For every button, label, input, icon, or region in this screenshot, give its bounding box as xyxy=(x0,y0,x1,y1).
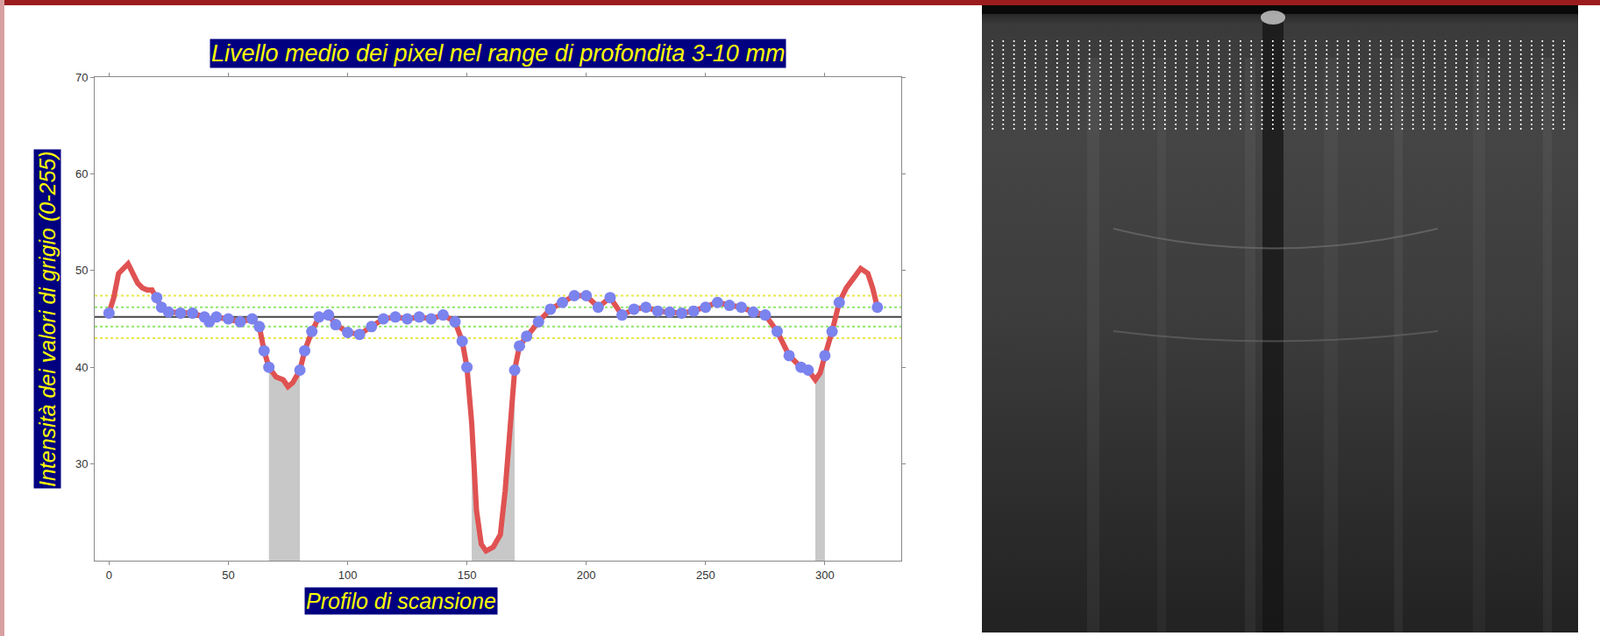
svg-text:250: 250 xyxy=(696,568,716,583)
svg-text:70: 70 xyxy=(75,71,88,85)
svg-text:100: 100 xyxy=(338,568,358,583)
svg-text:30: 30 xyxy=(75,457,88,471)
svg-text:0: 0 xyxy=(106,568,113,583)
svg-text:Profilo di scansione: Profilo di scansione xyxy=(305,589,497,614)
svg-text:50: 50 xyxy=(221,568,235,583)
svg-text:300: 300 xyxy=(815,568,835,583)
svg-text:60: 60 xyxy=(75,167,88,181)
svg-text:50: 50 xyxy=(75,263,88,278)
svg-text:150: 150 xyxy=(457,568,477,583)
svg-text:200: 200 xyxy=(576,568,597,583)
svg-text:Livello medio dei pixel nel ra: Livello medio dei pixel nel range di pro… xyxy=(211,40,785,67)
svg-text:40: 40 xyxy=(75,361,88,375)
svg-text:Intensità dei valori di grigio: Intensità dei valori di grigio (0-255) xyxy=(35,150,60,488)
